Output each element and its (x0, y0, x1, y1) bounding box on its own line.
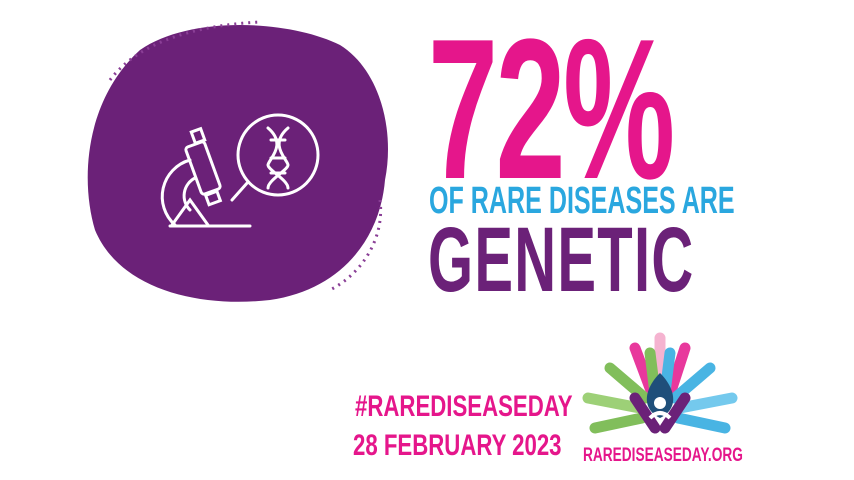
stat-value: 72% (428, 0, 675, 221)
purple-brush-blob (87, 20, 389, 302)
logo-url: RAREDISEASEDAY.ORG (583, 445, 743, 466)
dna-magnifier-icon (230, 113, 320, 202)
stat-line1: OF RARE DISEASES ARE (429, 180, 735, 222)
stat-line2: GENETIC (428, 209, 695, 311)
hashtag: #RAREDISEASEDAY (355, 390, 573, 423)
event-date: 28 FEBRUARY 2023 (353, 429, 562, 462)
microscope-icon (160, 126, 252, 228)
hands-logo (582, 332, 738, 434)
